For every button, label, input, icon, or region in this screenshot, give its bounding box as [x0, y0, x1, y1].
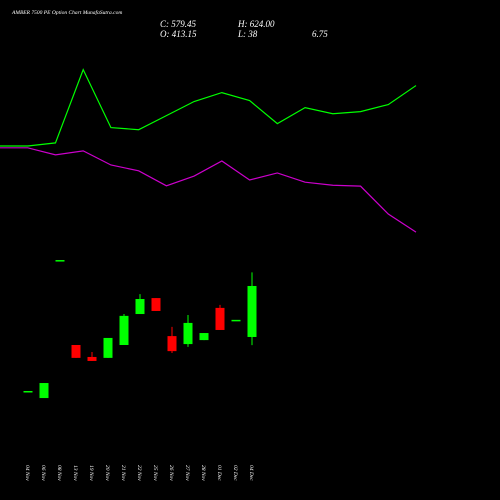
candle-body [55, 260, 65, 262]
x-tick-label: 06 Nov [40, 465, 46, 481]
x-tick-label: 08 Nov [56, 465, 62, 481]
info-low-rest: 6.75 [312, 29, 328, 39]
candle-body [247, 285, 257, 337]
x-tick-label: 28 Nov [200, 465, 206, 481]
candle-body [231, 319, 241, 322]
x-tick-label: 04 Dec [248, 465, 255, 481]
indicator-line [0, 68, 417, 147]
x-tick-label: 04 Nov [24, 465, 31, 481]
candle-body [103, 337, 113, 358]
x-tick-label: 21 Nov [120, 465, 126, 481]
x-tick-label: 27 Nov [184, 465, 190, 481]
candle-body [183, 322, 193, 345]
x-tick-label: 22 Nov [136, 465, 142, 481]
info-high: H: 624.00 [237, 19, 275, 29]
indicator-line [0, 147, 417, 233]
candle-body [119, 315, 129, 345]
info-open: O: 413.15 [160, 29, 197, 39]
candle-body [23, 391, 33, 393]
x-tick-label: 25 Nov [152, 465, 158, 481]
x-tick-label: 13 Nov [72, 465, 78, 481]
x-tick-label: 02 Dec [232, 465, 238, 481]
candle-body [215, 307, 225, 330]
chart-title: AMBER 7500 PE Option Chart MunafaSutra.c… [11, 9, 122, 16]
candle-body [39, 383, 49, 399]
candle-body [151, 298, 161, 311]
info-low: L: 38 [237, 29, 258, 39]
x-tick-label: 19 Nov [88, 465, 94, 481]
candle-body [199, 333, 209, 341]
info-close: C: 579.45 [160, 19, 197, 29]
x-tick-label: 26 Nov [168, 465, 174, 481]
x-tick-label: 20 Nov [104, 465, 110, 481]
x-tick-label: 01 Dec [216, 465, 222, 481]
candle-body [71, 345, 81, 358]
candle-body [167, 336, 177, 352]
candle-body [87, 356, 97, 361]
candle-body [135, 299, 145, 315]
